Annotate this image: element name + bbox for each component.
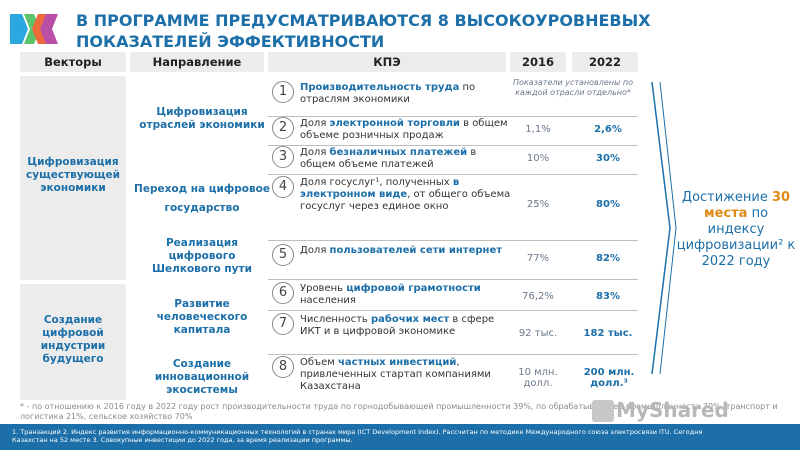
kpi-2016-value-4: 25%: [526, 199, 550, 210]
kpi-2022-value-3: 30%: [596, 153, 620, 164]
watermark-icon: [592, 400, 614, 422]
kpi-number-7: 7: [272, 313, 294, 335]
kpi-2016-value-3: 10%: [526, 153, 550, 164]
kpi-2022-value-2: 2,6%: [594, 124, 622, 135]
kpi-post: населения: [300, 295, 356, 306]
achievement-text: Достижение 30 места по индексу цифровиза…: [676, 190, 796, 270]
kpi-2016-value-7: 92 тыс.: [518, 328, 558, 339]
row-divider: [268, 145, 638, 146]
kpi-pre: Доля: [300, 245, 330, 256]
kpi-pre: Объем: [300, 357, 338, 368]
kpi-number-3: 3: [272, 146, 294, 168]
kpi-number-8: 8: [272, 356, 294, 378]
direction-5: Создание инновационной экосистемы: [154, 358, 250, 396]
kpi-text-5: Доля пользователей сети интернет: [300, 245, 512, 257]
header-2016: 2016: [510, 52, 566, 72]
row-divider: [268, 116, 638, 117]
kpi-highlight: Производительность труда: [300, 82, 460, 93]
kpi-number-6: 6: [272, 282, 294, 304]
row-divider: [268, 310, 638, 311]
kpi-number-4: 4: [272, 176, 294, 198]
kpi-text-6: Уровень цифровой грамотности населения: [300, 283, 512, 307]
kpi-number-1: 1: [272, 81, 294, 103]
achievement-pre: Достижение: [681, 190, 772, 205]
kpi-post: в сфере ИКТ и в цифровой экономике: [300, 314, 495, 337]
row-divider: [268, 354, 638, 355]
kpi-number-2: 2: [272, 117, 294, 139]
kpi-2022-value-4: 80%: [596, 199, 620, 210]
kpi-post: по отраслям экономики: [300, 82, 476, 105]
kpi-pre: Численность: [300, 314, 371, 325]
kpi-2022-value-6: 83%: [596, 291, 620, 302]
footer-bar: 1. Транзакций 2. Индекс развития информа…: [0, 424, 800, 450]
kpi-text-4: Доля госуслуг¹, полученных в электронном…: [300, 177, 512, 213]
kpi-highlight: безналичных платежей: [329, 147, 468, 158]
kpi-highlight: рабочих мест: [371, 314, 450, 325]
direction-1: Цифровизация отраслей экономики: [139, 106, 265, 131]
achievement-post: по индексу цифровизации² к 2022 году: [676, 206, 796, 269]
achievement-highlight: 30 места: [703, 190, 791, 221]
vector-block-1: [20, 76, 126, 280]
watermark: MyShared: [616, 398, 729, 422]
kpi-2016-value-5: 77%: [526, 253, 550, 264]
kpi-2016-value-8: 10 млн. долл.: [518, 367, 558, 389]
kpi-text-7: Численность рабочих мест в сфере ИКТ и в…: [300, 314, 512, 338]
row-divider: [268, 240, 638, 241]
kpi-2022-value-8: 200 млн. долл.³: [583, 367, 635, 389]
kpi-2016-value-6: 76,2%: [522, 291, 554, 302]
kpi-post: в общем объеме платежей: [300, 147, 477, 170]
direction-4: Развитие человеческого капитала: [156, 298, 248, 336]
kpi-pre: Уровень: [300, 283, 347, 294]
kpi-2022-value-5: 82%: [596, 253, 620, 264]
dk-logo-icon: [10, 14, 58, 44]
kpi-pre: Доля: [300, 147, 330, 158]
footer-text: 1. Транзакций 2. Индекс развития информа…: [12, 428, 703, 444]
kpi-pre: Доля: [300, 118, 330, 129]
header-2022: 2022: [572, 52, 638, 72]
header-kpi: КПЭ: [268, 52, 506, 72]
kpi-post: в общем объеме розничных продаж: [300, 118, 508, 141]
vector-label-1: Цифровизация существующей экономики: [26, 156, 120, 194]
footnote: * - по отношению к 2016 году в 2022 году…: [20, 402, 778, 421]
vector-label-2: Создание цифровой индустрии будущего: [40, 314, 106, 365]
kpi-text-3: Доля безналичных платежей в общем объеме…: [300, 147, 512, 171]
direction-3: Реализация цифрового Шелкового пути: [152, 237, 252, 275]
kpi-pre: Доля госуслуг¹, полученных: [300, 177, 453, 188]
kpi-post: , от общего объема госуслуг через единое…: [300, 189, 511, 212]
direction-2: Переход на цифровое государство: [134, 183, 270, 214]
kpi-2022-value-7: 182 тыс.: [583, 328, 633, 339]
kpi-2016-value-2: 1,1%: [525, 124, 551, 135]
kpi-number-5: 5: [272, 244, 294, 266]
kpi-text-8: Объем частных инвестиций, привлеченных с…: [300, 357, 512, 393]
kpi-highlight: электронной торговли: [329, 118, 460, 129]
kpi-highlight: в электронном виде: [300, 177, 460, 200]
kpi-highlight: цифровой грамотности: [346, 283, 481, 294]
header-direction: Направление: [130, 52, 264, 72]
kpi-text-2: Доля электронной торговли в общем объеме…: [300, 118, 512, 142]
header-vectors: Векторы: [20, 52, 126, 72]
kpi-highlight: пользователей сети интернет: [329, 245, 503, 256]
row-divider: [268, 174, 638, 175]
kpi-highlight: частных инвестиций: [337, 357, 457, 368]
row-divider: [268, 279, 638, 280]
kpi-text-1: Производительность труда по отраслям эко…: [300, 82, 512, 106]
page-title: В ПРОГРАММЕ ПРЕДУСМАТРИВАЮТСЯ 8 ВЫСОКОУР…: [76, 11, 651, 51]
vector-block-2: [20, 284, 126, 400]
note-2016: Показатели установлены по каждой отрасли…: [512, 78, 634, 97]
kpi-post: , привлеченных стартап компаниями Казахс…: [300, 357, 491, 392]
bracket-icon: [651, 81, 677, 375]
